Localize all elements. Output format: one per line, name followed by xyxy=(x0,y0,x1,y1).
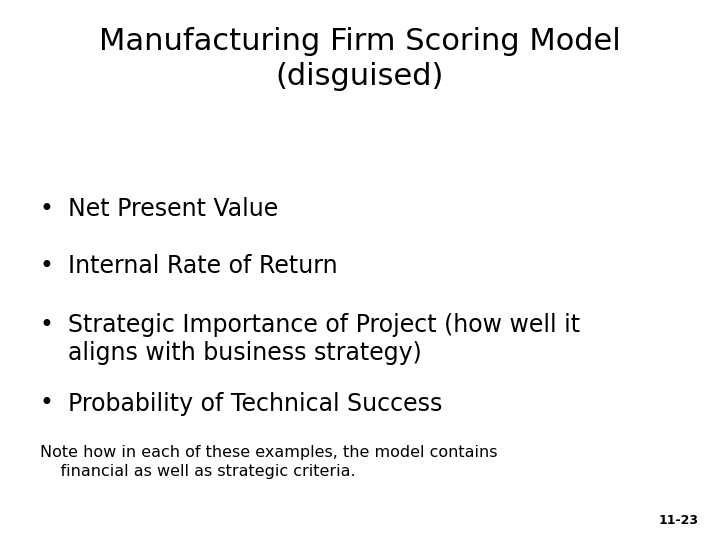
Text: Manufacturing Firm Scoring Model
(disguised): Manufacturing Firm Scoring Model (disgui… xyxy=(99,27,621,91)
Text: 11-23: 11-23 xyxy=(658,514,698,526)
Text: Internal Rate of Return: Internal Rate of Return xyxy=(68,254,338,278)
Text: Probability of Technical Success: Probability of Technical Success xyxy=(68,392,443,415)
Text: Net Present Value: Net Present Value xyxy=(68,197,279,221)
Text: Note how in each of these examples, the model contains
    financial as well as : Note how in each of these examples, the … xyxy=(40,446,497,479)
Text: Strategic Importance of Project (how well it
aligns with business strategy): Strategic Importance of Project (how wel… xyxy=(68,313,580,365)
Text: •: • xyxy=(40,392,53,415)
Text: •: • xyxy=(40,254,53,278)
Text: •: • xyxy=(40,313,53,337)
Text: •: • xyxy=(40,197,53,221)
